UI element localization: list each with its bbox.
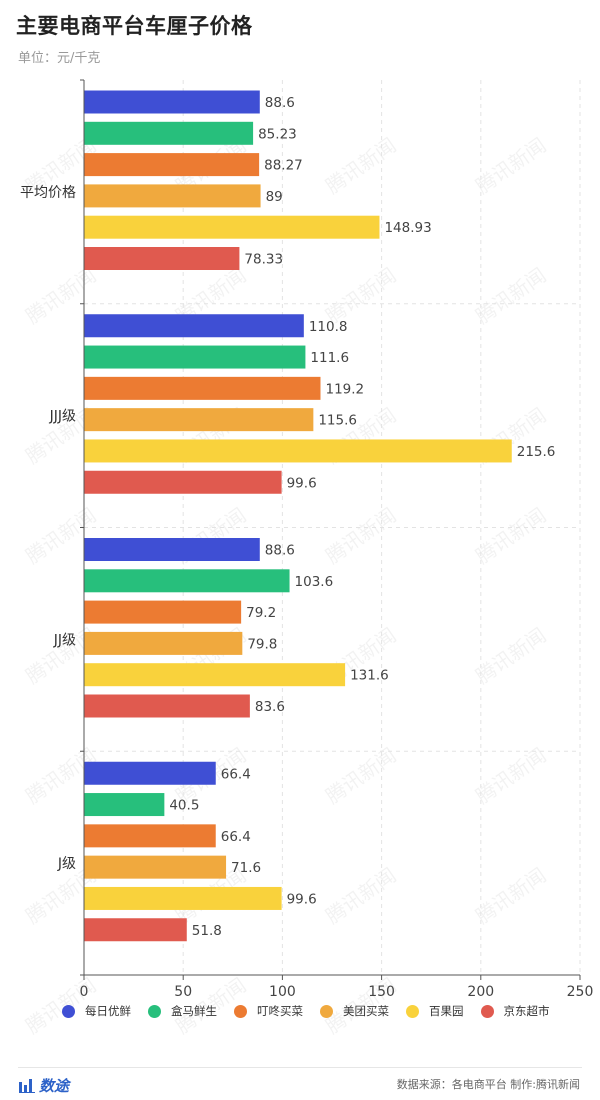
bar [84,439,512,463]
data-label: 83.6 [255,699,285,715]
legend-label: 每日优鲜 [85,1004,131,1018]
brand-logo: 数途 [19,1075,69,1096]
data-label: 115.6 [318,413,357,429]
data-label: 148.93 [384,220,431,236]
legend-label: 百果园 [429,1004,464,1018]
bar [84,631,243,655]
bar [84,121,254,145]
bar [84,886,282,910]
data-label: 215.6 [517,444,556,460]
legend-swatch [62,1004,75,1018]
bar-chart: 88.6 85.23 88.27 89 148.93 78.33 平均价格 110.8 111.… [20,79,594,1000]
legend-item: 百果园 [406,1003,464,1019]
bar [84,90,260,114]
legend-label: 京东超市 [503,1004,550,1018]
category-label: 平均价格 [20,185,76,201]
data-label: 85.23 [258,126,297,142]
bar [84,569,290,593]
data-label: 99.6 [287,475,317,491]
legend-item: 叮咚买菜 [234,1003,303,1019]
data-label: 89 [266,189,283,205]
legend-item: 京东超市 [480,1003,550,1019]
legend-label: 叮咚买菜 [257,1004,303,1018]
data-label: 71.6 [231,860,261,876]
legend-item: 每日优鲜 [62,1003,131,1019]
legend-swatch [406,1004,419,1018]
bar-chart-icon [19,1078,35,1093]
bar [84,314,304,338]
x-tick-label: 150 [368,984,395,1000]
chart-title: 主要电商平台车厘子价格 [16,14,253,38]
bar [84,918,187,942]
data-label: 111.6 [310,350,349,366]
x-tick-label: 0 [80,984,89,1000]
legend-swatch [234,1004,247,1018]
legend-swatch [480,1004,494,1018]
legend-label: 美团买菜 [343,1004,389,1018]
data-label: 131.6 [350,668,389,684]
bar [84,663,346,687]
data-label: 99.6 [287,891,317,907]
legend-item: 美团买菜 [320,1003,389,1019]
x-tick-label: 250 [567,984,594,1000]
x-tick-label: 200 [467,984,494,1000]
data-label: 119.2 [325,381,364,397]
data-label: 40.5 [169,798,199,814]
data-label: 79.8 [247,636,277,652]
bar [84,184,261,208]
bar [84,538,260,561]
chart-legend: 每日优鲜 盒马鲜生 叮咚买菜 美团买菜 百果园 京东超市 [62,1003,567,1019]
data-label: 66.4 [221,829,251,845]
bar [84,376,321,400]
data-label: 110.8 [309,319,348,335]
bar [84,824,216,848]
x-tick-label: 100 [269,984,296,1000]
data-label: 66.4 [221,766,251,782]
chart-subtitle: 单位：元/千克 [18,51,101,66]
bar [84,761,216,785]
legend-swatch [148,1004,161,1018]
x-tick-label: 50 [174,984,192,1000]
bar [84,215,380,239]
data-label: 51.8 [192,923,222,939]
bar [84,470,282,494]
bar [84,345,306,369]
data-label: 103.6 [295,574,334,590]
category-label: J级 [57,856,76,872]
brand-name: 数途 [39,1077,70,1095]
data-source: 数据来源：各电商平台 制作:腾讯新闻 [396,1078,580,1091]
bar [84,408,314,432]
legend-label: 盒马鲜生 [171,1004,217,1018]
data-label: 88.6 [265,95,295,111]
bar [84,247,240,270]
bar [84,793,165,817]
footer-divider [18,1067,582,1068]
data-label: 78.33 [244,252,283,268]
data-label: 88.6 [265,543,295,559]
bar [84,153,260,177]
category-label: JJJ级 [49,409,76,425]
bar [84,600,242,624]
data-label: 79.2 [246,605,276,621]
legend-swatch [320,1004,333,1018]
bar [84,855,227,879]
legend-item: 盒马鲜生 [148,1003,217,1019]
data-label: 88.27 [264,158,303,174]
bar [84,694,250,718]
category-label: JJ级 [53,632,76,648]
